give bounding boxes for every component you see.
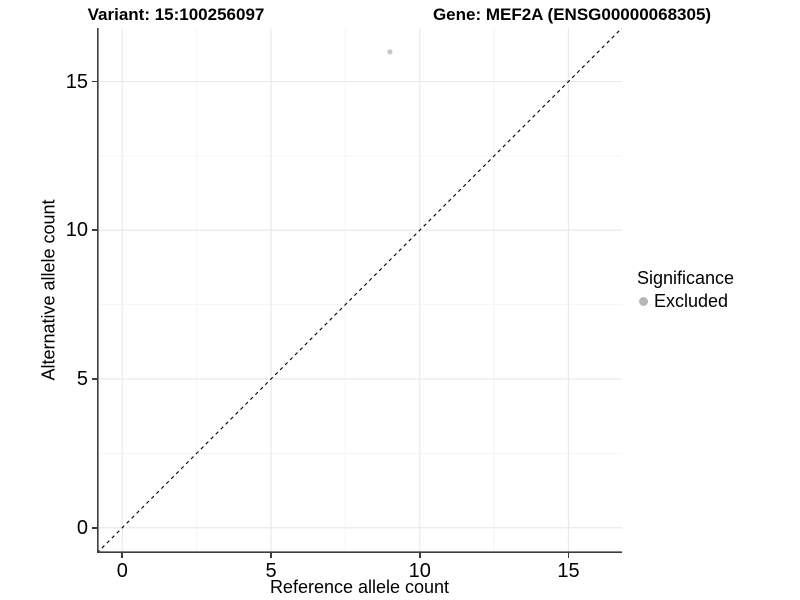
x-axis-title: Reference allele count: [269, 577, 450, 597]
y-tick-mark: [92, 378, 97, 380]
data-point: [387, 49, 393, 55]
x-tick-label: 5: [265, 560, 277, 582]
x-tick-label: 0: [116, 560, 128, 582]
x-tick-mark: [270, 553, 272, 558]
y-tick-label: 5: [76, 367, 88, 390]
x-tick-mark: [567, 553, 570, 558]
plot-panel: [97, 28, 622, 553]
y-axis-title: Alternative allele count: [38, 199, 59, 381]
x-tick-mark: [418, 553, 421, 558]
y-tick-mark: [92, 526, 97, 529]
plot-title-variant: Variant: 15:100256097: [87, 5, 265, 24]
y-tick-mark: [92, 229, 97, 232]
x-tick-label: 15: [557, 560, 580, 582]
plot-title-gene: Gene: MEF2A (ENSG00000068305): [432, 5, 712, 24]
identity-line: [97, 28, 622, 553]
y-tick-label: 10: [65, 219, 88, 242]
y-tick-mark: [92, 80, 97, 83]
y-tick-label: 15: [65, 70, 88, 93]
legend: Significance Excluded: [637, 268, 734, 312]
x-tick-label: 10: [408, 560, 431, 582]
x-tick-mark: [121, 553, 124, 558]
legend-item-label: Excluded: [654, 291, 729, 311]
legend-item-excluded: Excluded: [639, 291, 734, 312]
y-tick-label: 0: [76, 516, 88, 539]
legend-key-dot: [639, 297, 648, 306]
legend-title: Significance: [637, 268, 735, 288]
plot-svg: [97, 28, 622, 553]
